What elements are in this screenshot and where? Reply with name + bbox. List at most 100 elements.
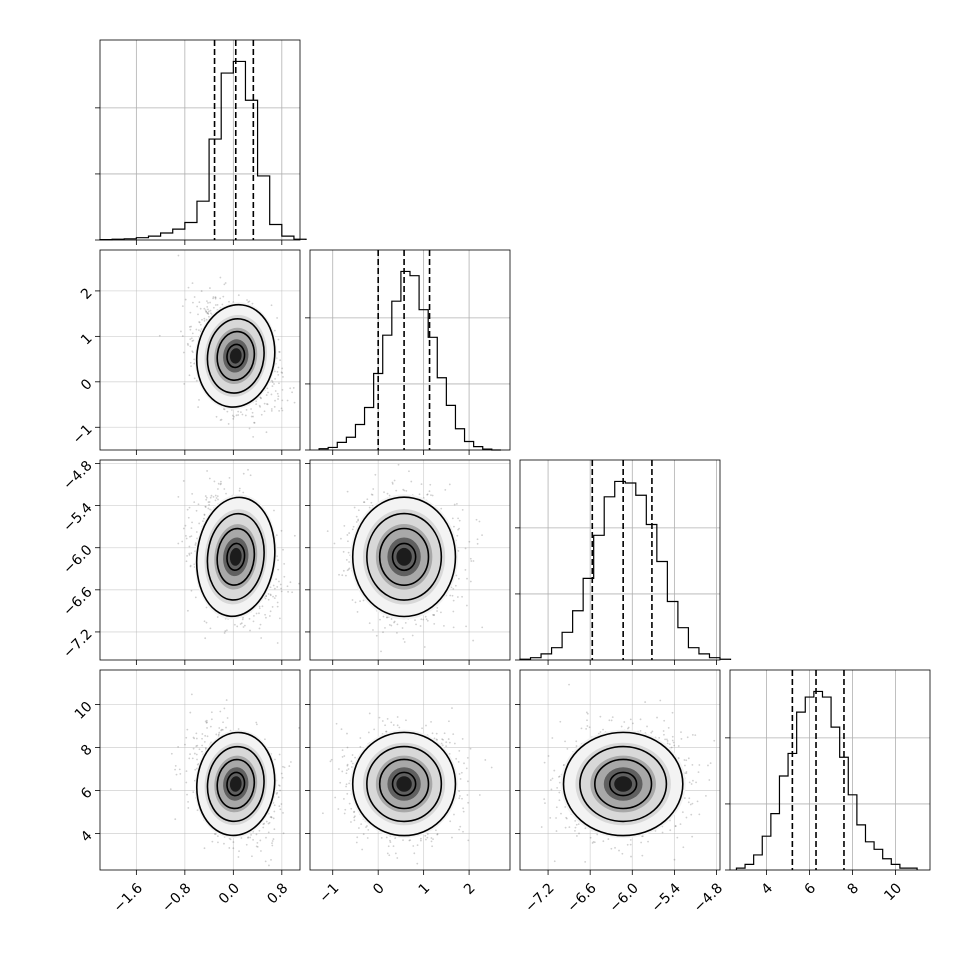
sample-point [386,616,389,619]
sample-point [249,474,252,477]
sample-point [223,707,226,710]
sample-point [184,298,187,301]
sample-point [259,623,262,626]
sample-point [187,800,189,803]
sample-point [204,637,207,640]
sample-point [425,618,428,621]
sample-point [189,565,192,568]
sample-point [279,359,282,362]
sample-point [403,489,406,492]
sample-point [270,409,273,412]
sample-point [440,507,443,510]
sample-point [357,518,360,521]
sample-point [210,711,213,714]
sample-point [277,338,280,341]
sample-point [274,390,277,392]
sample-point [410,480,413,483]
sample-point [258,605,261,608]
sample-point [197,329,200,332]
sample-point [352,525,355,528]
sample-point [274,377,277,380]
sample-point [192,301,194,304]
sample-point [277,568,280,571]
sample-point [275,534,278,537]
sample-point [187,344,189,346]
sample-point [393,621,395,624]
sample-point [348,567,351,570]
sample-point [356,611,359,613]
sample-point [199,323,202,326]
sample-point [195,753,198,756]
sample-point [269,586,272,589]
sample-point [393,479,396,482]
sample-point [201,750,203,753]
sample-point [260,637,263,639]
sample-point [368,622,371,625]
sample-point [291,591,294,594]
sample-point [258,404,261,407]
sample-point [278,409,281,412]
sample-point [444,488,447,491]
sample-point [190,365,192,368]
hist-frame-1 [309,249,511,451]
sample-point [346,569,349,572]
sample-point [472,560,475,562]
sample-point [276,586,279,588]
sample-point [193,377,196,380]
sample-point [353,506,356,509]
sample-point [195,732,198,735]
sample-point [282,548,284,551]
sample-point [276,601,279,604]
sample-point [191,350,194,353]
sample-point [189,535,191,538]
sample-point [232,847,235,850]
sample-point [458,527,460,530]
sample-point [345,559,348,561]
sample-point [455,574,458,577]
sample-point [289,581,292,584]
sample-point [190,552,193,555]
sample-point [232,417,235,420]
sample-point [220,729,222,732]
sample-point [276,605,279,608]
sample-point [277,395,280,398]
sample-point [278,351,281,353]
sample-point [388,623,391,626]
scatter-panel-3-0 [95,669,301,875]
sample-point [222,295,225,298]
sample-point [213,480,216,483]
sample-point [209,627,212,630]
sample-point [245,408,248,411]
sample-point [229,838,232,841]
sample-point [457,550,460,552]
contour-level-3 [226,542,246,572]
sample-point [238,850,240,853]
sample-point [212,457,214,459]
sample-point [266,403,268,405]
sample-point [475,518,478,521]
sample-point [182,351,185,354]
sample-point [214,296,217,298]
sample-point [263,402,266,405]
sample-point [272,817,275,820]
sample-point [298,726,300,729]
sample-point [273,587,276,590]
sample-point [432,613,434,616]
sample-point [195,328,198,331]
sample-point [391,483,394,485]
sample-point [219,483,222,486]
sample-point [333,542,336,545]
sample-point [304,352,306,354]
sample-point [264,613,267,616]
sample-point [192,339,195,342]
sample-point [219,276,222,279]
sample-point [204,495,207,497]
sample-point [281,399,284,402]
sample-point [397,463,400,466]
sample-point [298,582,300,585]
sample-point [454,584,457,587]
sample-point [191,282,194,285]
sample-point [292,387,295,389]
sample-point [193,358,196,361]
sample-point [189,345,192,348]
